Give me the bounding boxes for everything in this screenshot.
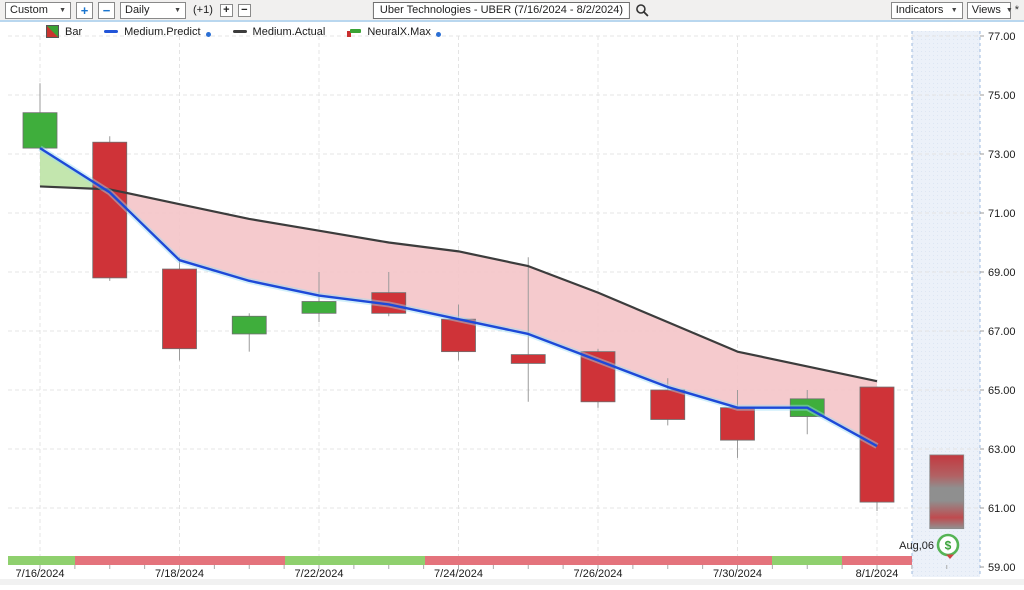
views-dropdown[interactable]: Views ▼ [966,1,1013,19]
chart-area: Bar Medium.Predict Medium.Actual NeuralX.Ma… [0,22,1024,585]
legend-item-neuralx[interactable]: NeuralX.Max [347,26,441,38]
interval-preset-value: Custom [10,4,48,16]
indicators-label: Indicators [895,4,944,16]
candle-body-7/22/2024 [301,301,337,314]
svg-text:75.00: 75.00 [988,90,1016,102]
candle-body-8/1/2024 [859,386,895,503]
price-chart[interactable]: 7/16/2024 7/18/2024 7/22/2024 7/24/2024 7/26… [0,22,1024,585]
y-axis-labels: 77.00 75.00 73.00 71.00 69.00 67.00 65.00 63.00… [980,31,1016,574]
actual-line [39,185,878,383]
views-label: Views [971,4,1001,16]
signal-strip-segment [285,556,425,565]
period-value: Daily [125,4,150,16]
legend-item-bar[interactable]: Bar [46,25,82,38]
signal-strip-segment [842,556,912,565]
forecast-bar [929,454,965,530]
signal-strip-segment [772,556,842,565]
candles [22,83,895,511]
signal-strip [8,556,912,565]
indicators-dropdown[interactable]: Indicators ▼ [890,1,963,19]
svg-text:71.00: 71.00 [988,208,1016,220]
svg-text:8/1/2024: 8/1/2024 [856,568,899,580]
add-bar-button[interactable]: + [219,3,233,17]
svg-text:7/16/2024: 7/16/2024 [16,568,65,580]
candle-body-7/19/2024 [231,315,267,335]
legend-item-predict[interactable]: Medium.Predict [104,25,211,38]
search-button[interactable] [633,1,651,19]
x-axis-labels: 7/16/2024 7/18/2024 7/22/2024 7/24/2024 7/26… [16,565,948,580]
svg-text:7/30/2024: 7/30/2024 [713,568,762,580]
symbol-title[interactable]: Uber Technologies - UBER (7/16/2024 - 8/… [372,1,631,19]
candle-body-7/18/2024 [162,268,197,350]
badge-pointer-icon [946,554,954,559]
toolbar-right-group: Indicators ▼ Views ▼ * [890,1,1019,19]
legend-label: Bar [65,25,83,38]
svg-text:63.00: 63.00 [988,444,1016,456]
neuralx-swatch-icon [347,27,362,37]
legend-settings-dot[interactable] [435,31,441,37]
legend-label: Medium.Predict [124,25,201,38]
dollar-sign: $ [945,539,952,553]
candle-body-7/30/2024 [720,407,755,441]
forecast-date-label: Aug,06 [899,540,934,552]
svg-text:65.00: 65.00 [988,385,1016,397]
svg-text:61.00: 61.00 [988,503,1016,515]
remove-bar-button[interactable]: − [237,3,251,17]
window-bottom-strip [0,579,1024,585]
svg-text:77.00: 77.00 [988,31,1016,43]
toolbar: Custom ▼ + − Daily ▼ (+1) + − Uber Techn… [0,0,1024,22]
svg-text:59.00: 59.00 [988,562,1016,574]
forecast-badge[interactable]: Aug,06 $ [899,533,960,559]
candle-body-7/25/2024 [510,354,546,364]
predict-line [38,145,879,449]
unsaved-marker: * [1014,4,1019,16]
svg-text:73.00: 73.00 [988,149,1016,161]
candle-body-7/29/2024 [650,389,686,420]
legend: Bar Medium.Predict Medium.Actual NeuralX.Ma… [46,25,441,38]
svg-text:7/22/2024: 7/22/2024 [295,568,344,580]
title-group: Uber Technologies - UBER (7/16/2024 - 8/… [372,1,651,19]
chevron-down-icon: ▼ [950,6,958,14]
legend-settings-dot[interactable] [205,31,211,37]
bar-swatch-icon [46,25,59,38]
svg-text:69.00: 69.00 [988,267,1016,279]
svg-text:67.00: 67.00 [988,326,1016,338]
search-icon [636,4,649,17]
chevron-down-icon: ▼ [1005,6,1013,14]
candle-body-7/17/2024 [92,141,128,279]
chevron-down-icon: ▼ [174,6,181,14]
chevron-down-icon: ▼ [59,6,66,14]
signal-strip-segment [75,556,285,565]
candle-body-7/16/2024 [22,112,58,149]
zoom-in-button[interactable]: + [76,1,93,19]
period-dropdown[interactable]: Daily ▼ [120,1,186,19]
svg-text:7/24/2024: 7/24/2024 [434,568,483,580]
offset-label: (+1) [193,4,213,16]
svg-text:7/18/2024: 7/18/2024 [155,568,204,580]
predict-swatch-icon [104,30,119,33]
signal-strip-segment [425,556,772,565]
actual-swatch-icon [232,30,247,33]
zoom-out-button[interactable]: − [98,1,115,19]
signal-strip-segment [8,556,75,565]
svg-text:7/26/2024: 7/26/2024 [574,568,623,580]
candle-body-7/24/2024 [441,318,476,353]
legend-item-actual[interactable]: Medium.Actual [232,25,326,38]
legend-label: NeuralX.Max [367,25,431,38]
legend-label: Medium.Actual [252,25,326,38]
interval-preset-dropdown[interactable]: Custom ▼ [5,1,71,19]
